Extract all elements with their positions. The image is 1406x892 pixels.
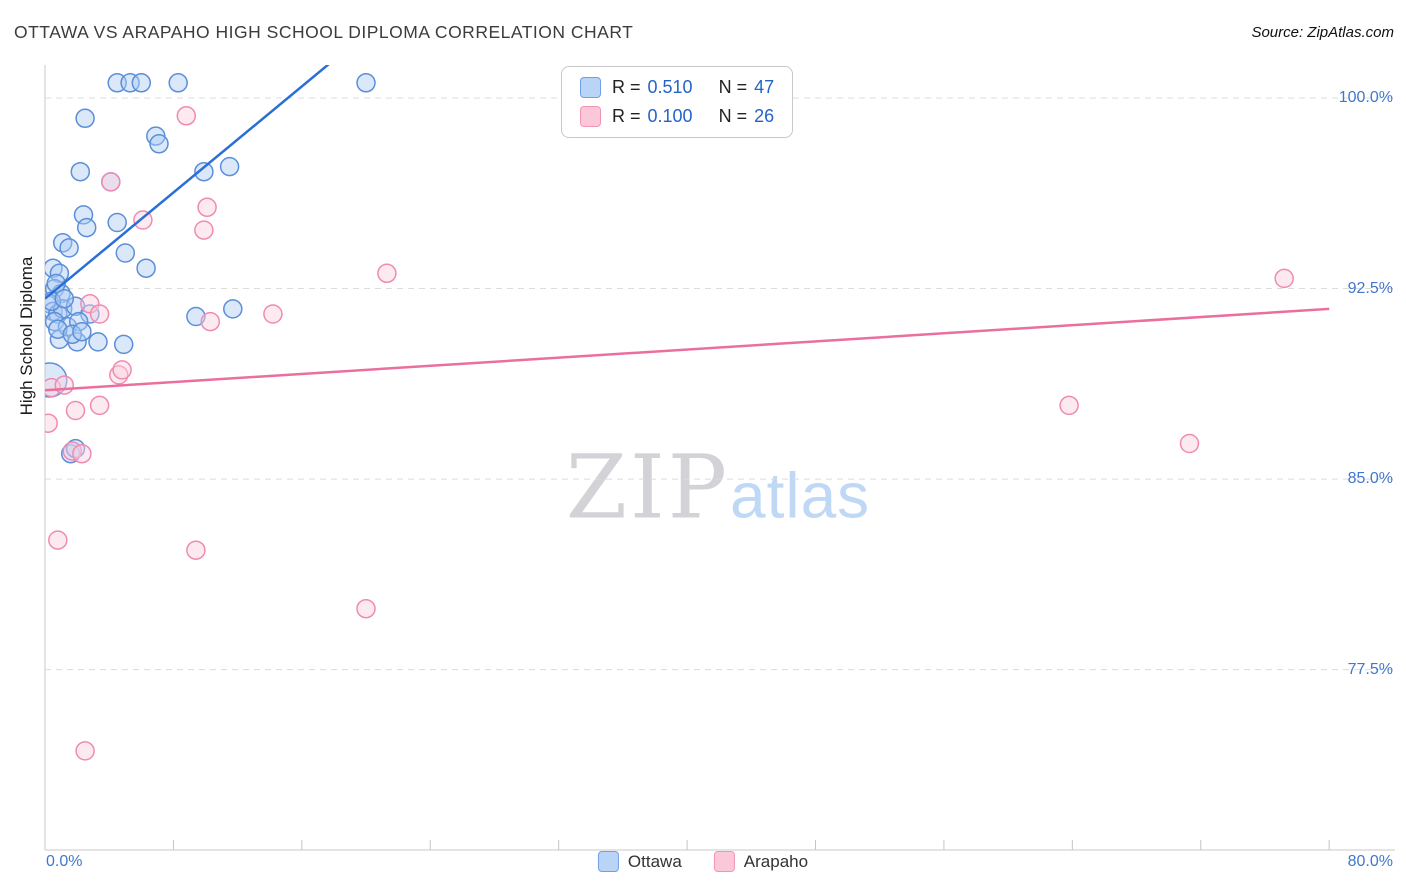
scatter-point-arapaho[interactable] <box>194 220 214 240</box>
r-value-arapaho: 0.100 <box>647 106 693 126</box>
y-axis-tick-label: 77.5% <box>1347 660 1393 678</box>
scatter-point-arapaho[interactable] <box>1179 433 1200 454</box>
scatter-point-ottawa[interactable] <box>54 288 75 309</box>
scatter-point-ottawa[interactable] <box>223 299 243 319</box>
scatter-point-arapaho[interactable] <box>197 197 217 218</box>
scatter-point-ottawa[interactable] <box>120 73 140 93</box>
x-axis-max-label: 80.0% <box>1347 853 1393 870</box>
ottawa-legend-swatch <box>580 77 601 98</box>
scatter-point-arapaho[interactable] <box>263 304 283 324</box>
scatter-point-arapaho[interactable] <box>356 598 376 619</box>
scatter-point-arapaho[interactable] <box>101 172 121 192</box>
y-axis-tick-label: 100.0% <box>1338 89 1393 107</box>
n-label: N = <box>718 77 748 97</box>
r-label: R = <box>612 106 641 126</box>
y-axis-tick-label: 85.0% <box>1347 470 1393 488</box>
scatter-point-ottawa[interactable] <box>59 238 79 258</box>
source-attribution: Source: ZipAtlas.com <box>1251 24 1394 41</box>
legend-item-ottawa: Ottawa <box>597 851 682 872</box>
x-axis-ticks <box>172 840 1330 850</box>
scatter-point-ottawa[interactable] <box>88 332 108 352</box>
scatter-point-ottawa[interactable] <box>219 156 240 177</box>
correlation-legend-box: R = 0.510 N = 47 R = 0.100 N = 26 <box>561 66 794 138</box>
scatter-point-ottawa[interactable] <box>131 73 152 93</box>
ottawa-series-label: Ottawa <box>627 851 682 871</box>
scatter-point-ottawa[interactable] <box>149 134 169 154</box>
scatter-point-arapaho[interactable] <box>1274 268 1294 289</box>
arapaho-trend-line <box>45 307 1330 392</box>
legend-row-ottawa: R = 0.510 N = 47 <box>580 77 774 98</box>
scatter-point-arapaho[interactable] <box>186 540 206 560</box>
scatter-point-arapaho[interactable] <box>65 400 86 421</box>
scatter-point-arapaho[interactable] <box>176 106 197 126</box>
arapaho-series-swatch <box>713 851 735 872</box>
x-axis-min-label: 0.0% <box>46 853 83 870</box>
scatter-point-ottawa[interactable] <box>113 334 134 355</box>
scatter-point-ottawa[interactable] <box>107 212 127 233</box>
scatter-point-ottawa[interactable] <box>194 161 214 182</box>
ottawa-trend-line <box>45 65 330 300</box>
scatter-point-ottawa[interactable] <box>75 108 95 129</box>
n-value-ottawa: 47 <box>754 77 775 97</box>
scatter-point-ottawa[interactable] <box>168 73 188 93</box>
chart-title: OTTAWA VS ARAPAHO HIGH SCHOOL DIPLOMA CO… <box>14 22 634 42</box>
scatter-point-ottawa[interactable] <box>136 258 156 278</box>
scatter-point-arapaho[interactable] <box>200 311 221 332</box>
scatter-point-ottawa[interactable] <box>70 161 91 182</box>
gridlines <box>45 97 1395 671</box>
scatter-point-arapaho[interactable] <box>48 530 68 550</box>
legend-row-arapaho: R = 0.100 N = 26 <box>580 106 774 127</box>
n-value-arapaho: 26 <box>754 106 775 126</box>
scatter-point-ottawa[interactable] <box>115 243 136 263</box>
arapaho-points[interactable] <box>39 106 1294 761</box>
scatter-point-ottawa[interactable] <box>72 321 92 342</box>
y-axis-tick-label: 92.5% <box>1347 279 1393 297</box>
scatter-point-arapaho[interactable] <box>112 360 132 380</box>
scatter-point-arapaho[interactable] <box>80 294 100 314</box>
scatter-point-arapaho[interactable] <box>42 377 62 398</box>
arapaho-series-label: Arapaho <box>743 851 809 871</box>
scatter-point-arapaho[interactable] <box>89 304 110 324</box>
scatter-point-ottawa[interactable] <box>76 217 97 238</box>
arapaho-legend-swatch <box>580 106 601 127</box>
scatter-point-arapaho[interactable] <box>89 395 110 416</box>
scatter-point-ottawa[interactable] <box>52 233 73 253</box>
scatter-point-ottawa[interactable] <box>65 438 86 459</box>
ottawa-series-swatch <box>597 851 619 872</box>
scatter-point-ottawa[interactable] <box>48 319 68 339</box>
ottawa-points[interactable] <box>33 73 376 464</box>
scatter-point-ottawa[interactable] <box>186 306 206 327</box>
scatter-point-ottawa[interactable] <box>356 73 376 93</box>
scatter-point-arapaho[interactable] <box>54 375 75 395</box>
legend-item-arapaho: Arapaho <box>713 851 809 872</box>
n-label: N = <box>718 106 748 126</box>
scatter-point-arapaho[interactable] <box>377 263 397 284</box>
scatter-point-arapaho[interactable] <box>72 443 92 464</box>
scatter-point-arapaho[interactable] <box>39 413 58 433</box>
series-legend: Ottawa Arapaho <box>597 851 809 872</box>
scatter-point-arapaho[interactable] <box>1059 395 1079 416</box>
scatter-point-arapaho[interactable] <box>75 741 95 761</box>
r-value-ottawa: 0.510 <box>647 77 693 97</box>
r-label: R = <box>612 77 641 97</box>
